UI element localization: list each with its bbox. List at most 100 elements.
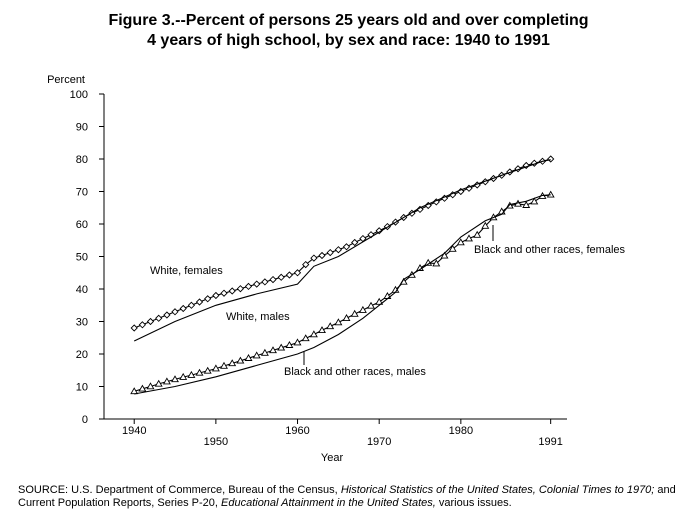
- data-point-white-females-1958: [277, 273, 285, 281]
- axes: 0 10 20 30 40 50 60 70 80 90 100 1940 1960 1980 1950 19…: [70, 89, 567, 448]
- data-point-black-and-other-races-females-1951: [220, 361, 228, 369]
- label-black-other-males: Black and other races, males: [284, 366, 426, 378]
- y-tick-label-100: 100: [70, 89, 88, 101]
- data-point-white-females-1940: [130, 324, 138, 332]
- x-tick-label-1991: 1991: [538, 436, 562, 448]
- data-point-black-and-other-races-females-1969: [367, 301, 375, 309]
- data-point-black-and-other-races-females-1955: [252, 351, 261, 359]
- data-point-black-and-other-races-females-1961: [301, 334, 310, 342]
- data-point-white-females-1941: [138, 321, 147, 329]
- y-tick-label-90: 90: [76, 122, 88, 134]
- source-line-2: Current Population Reports, Series P-20,…: [18, 497, 676, 510]
- data-point-black-and-other-races-females-1959: [285, 340, 294, 348]
- data-point-black-and-other-races-females-1944: [162, 377, 171, 385]
- data-point-black-and-other-races-females-1963: [318, 326, 326, 334]
- annotations: White, females White, males Black and ot…: [150, 225, 626, 378]
- data-point-black-and-other-races-females-1970: [375, 297, 384, 305]
- data-point-white-females-1951: [220, 289, 228, 297]
- data-point-white-females-1949: [204, 295, 212, 303]
- source-line-1: SOURCE: U.S. Department of Commerce, Bur…: [18, 484, 676, 497]
- series-line-white-males: [133, 159, 551, 342]
- data-point-white-females-1966: [342, 243, 351, 251]
- y-tick-label-50: 50: [76, 252, 88, 264]
- data-point-black-and-other-races-females-1989: [530, 197, 539, 205]
- data-point-white-females-1943: [155, 314, 163, 322]
- data-point-black-and-other-races-females-1962: [309, 330, 318, 338]
- data-point-black-and-other-races-females-1945: [171, 375, 179, 383]
- data-point-black-and-other-races-females-1946: [179, 372, 188, 380]
- data-point-white-females-1947: [187, 301, 196, 309]
- data-point-black-and-other-races-females-1949: [203, 366, 212, 374]
- data-point-black-and-other-races-females-1943: [154, 379, 163, 387]
- data-point-black-and-other-races-females-1981: [465, 234, 473, 242]
- data-point-black-and-other-races-females-1950: [211, 364, 220, 372]
- data-point-black-and-other-races-females-1968: [358, 305, 367, 313]
- data-point-white-females-1956: [261, 278, 269, 286]
- source-and: and: [657, 484, 676, 496]
- data-point-white-females-1959: [285, 271, 294, 279]
- data-point-white-females-1944: [163, 311, 171, 319]
- y-tick-label-10: 10: [76, 382, 88, 394]
- data-point-white-females-1954: [244, 282, 253, 291]
- chart-title-line-2: 4 years of high school, by sex and race:…: [147, 32, 550, 49]
- data-point-white-females-1948: [195, 298, 204, 306]
- data-point-black-and-other-races-females-1983: [481, 221, 490, 229]
- data-point-black-and-other-races-females-1957: [269, 346, 277, 354]
- chart-title-line-1: Figure 3.--Percent of persons 25 years o…: [108, 12, 589, 29]
- data-point-white-females-1961: [302, 260, 310, 269]
- data-point-white-females-1950: [212, 291, 220, 300]
- data-point-white-females-1952: [228, 287, 236, 295]
- data-point-black-and-other-races-females-1988: [522, 200, 531, 208]
- y-tick-label-60: 60: [76, 219, 88, 231]
- data-point-black-and-other-races-females-1991: [546, 190, 555, 198]
- source-suffix: various issues.: [438, 497, 512, 509]
- source-line2-prefix: Current Population Reports, Series P-20,: [18, 497, 218, 509]
- data-point-white-females-1965: [334, 246, 343, 254]
- data-point-black-and-other-races-females-1977: [432, 259, 441, 267]
- x-tick-label-1950: 1950: [204, 436, 228, 448]
- data-point-white-females-1967: [351, 238, 359, 247]
- y-tick-label-20: 20: [76, 349, 88, 361]
- y-tick-label-80: 80: [76, 154, 88, 166]
- source-title-1: Historical Statistics of the United Stat…: [340, 484, 655, 496]
- series-black-and-other-races-males: [134, 194, 551, 395]
- x-axis-title: Year: [321, 452, 344, 464]
- y-axis-title: Percent: [47, 74, 85, 86]
- data-point-black-and-other-races-females-1953: [236, 356, 245, 364]
- data-point-black-and-other-races-females-1956: [260, 348, 269, 356]
- data-point-black-and-other-races-females-1966: [342, 313, 351, 322]
- series-line-white-females: [134, 158, 551, 329]
- data-point-black-and-other-races-females-1958: [277, 343, 286, 351]
- data-point-black-and-other-races-females-1964: [326, 322, 335, 330]
- data-point-black-and-other-races-females-1948: [195, 368, 204, 376]
- series-line-black-and-other-races-females: [134, 194, 551, 392]
- data-point-white-females-1942: [146, 317, 155, 326]
- data-point-white-females-1964: [326, 248, 334, 257]
- plot-area: [130, 155, 555, 395]
- label-black-other-females: Black and other races, females: [474, 244, 626, 256]
- series-black-and-other-races-females: [130, 190, 555, 395]
- series-white-males: [133, 159, 551, 342]
- data-point-black-and-other-races-females-1954: [244, 353, 253, 361]
- data-point-black-and-other-races-females-1982: [473, 230, 482, 238]
- data-point-white-females-1946: [179, 304, 187, 313]
- y-tick-label-70: 70: [76, 187, 88, 199]
- source-prefix: SOURCE: U.S. Department of Commerce, Bur…: [18, 484, 338, 496]
- data-point-white-females-1963: [318, 251, 326, 260]
- data-point-black-and-other-races-females-1952: [228, 359, 237, 367]
- data-point-white-females-1970: [375, 227, 383, 235]
- data-point-white-females-1991: [547, 155, 555, 163]
- y-tick-label-30: 30: [76, 317, 88, 329]
- label-white-males: White, males: [226, 311, 290, 323]
- data-point-black-and-other-races-females-1979: [448, 244, 457, 252]
- data-point-black-and-other-races-females-1978: [440, 251, 449, 259]
- y-tick-label-40: 40: [76, 284, 88, 296]
- data-point-white-females-1957: [269, 275, 277, 284]
- data-point-black-and-other-races-females-1967: [350, 309, 359, 317]
- data-point-black-and-other-races-females-1941: [138, 384, 147, 392]
- data-point-black-and-other-races-females-1942: [146, 382, 155, 390]
- x-tick-label-1940: 1940: [122, 425, 146, 437]
- x-tick-label-1960: 1960: [285, 425, 309, 437]
- y-tick-label-0: 0: [82, 414, 88, 426]
